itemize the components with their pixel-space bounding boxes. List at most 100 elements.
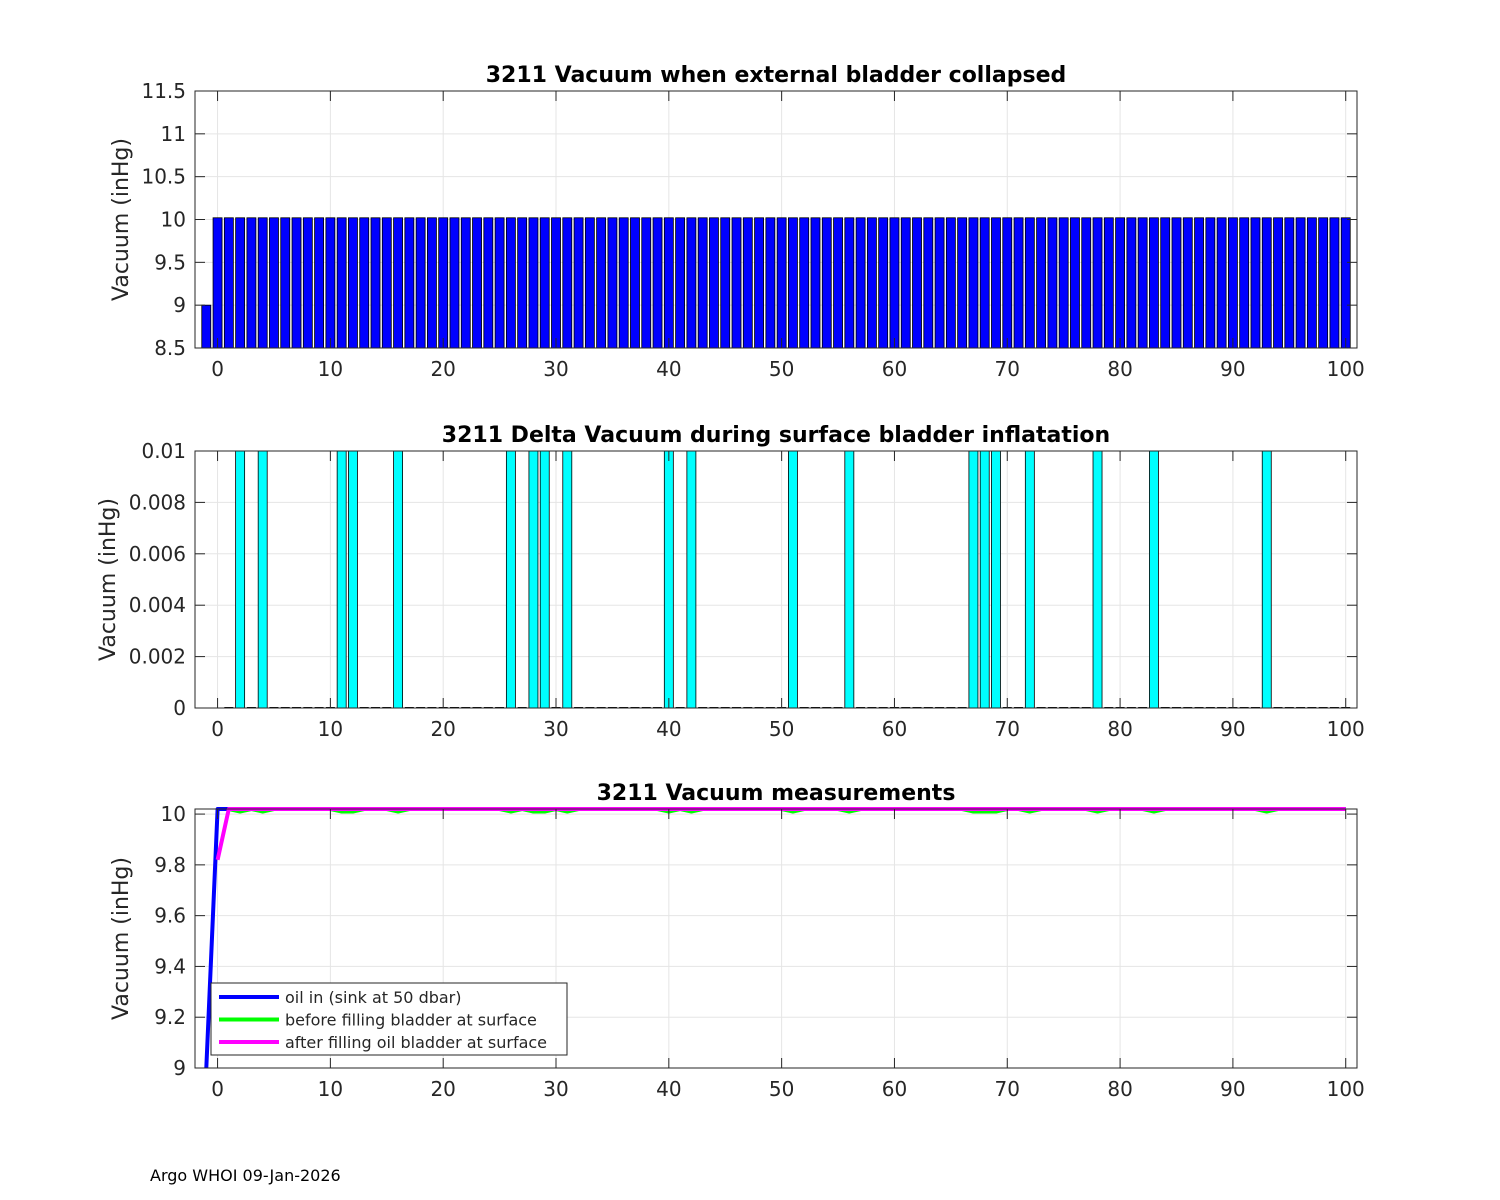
bar bbox=[325, 217, 336, 349]
bar bbox=[1284, 217, 1295, 349]
bar bbox=[1024, 217, 1035, 349]
bar bbox=[889, 217, 900, 349]
bar bbox=[348, 217, 358, 349]
bar bbox=[957, 217, 968, 349]
y-tick-label: 9.8 bbox=[154, 853, 186, 877]
bar bbox=[1182, 217, 1193, 349]
y-tick-label: 9 bbox=[173, 293, 186, 317]
bar bbox=[1149, 450, 1159, 709]
bar bbox=[235, 450, 246, 709]
bar bbox=[991, 217, 1001, 349]
bar bbox=[968, 217, 979, 349]
bar bbox=[291, 217, 302, 349]
bar bbox=[1295, 217, 1306, 349]
bar bbox=[472, 217, 482, 349]
x-tick-label: 100 bbox=[1327, 1077, 1365, 1101]
bar bbox=[912, 217, 922, 349]
bar bbox=[720, 217, 731, 349]
bar bbox=[1115, 217, 1125, 349]
bar bbox=[359, 217, 370, 349]
bar bbox=[900, 217, 911, 349]
bar bbox=[754, 217, 764, 349]
bar bbox=[765, 217, 776, 349]
bar bbox=[1103, 217, 1114, 349]
bar bbox=[1273, 217, 1283, 349]
x-tick-label: 30 bbox=[543, 1077, 568, 1101]
panel-vacuum-collapsed: 0 10 20 30 40 50 60 70 80 90 100 8.5 9 9.5 10 10.5 11 11.… bbox=[109, 63, 1365, 381]
bar bbox=[866, 217, 877, 349]
y-tick-label: 0 bbox=[173, 696, 186, 720]
bar bbox=[223, 217, 234, 349]
bar bbox=[1329, 217, 1340, 349]
bar bbox=[584, 217, 595, 349]
bar bbox=[1261, 450, 1272, 709]
x-tick-label: 100 bbox=[1327, 357, 1365, 381]
bar bbox=[393, 450, 403, 709]
bar bbox=[979, 450, 990, 709]
y-axis-label: Vacuum (inHg) bbox=[109, 857, 134, 1020]
chart-title: 3211 Vacuum measurements bbox=[597, 781, 956, 806]
bar bbox=[551, 217, 561, 349]
bar bbox=[934, 217, 945, 349]
bar bbox=[269, 217, 279, 349]
bar bbox=[663, 450, 674, 709]
x-tick-label: 40 bbox=[656, 717, 681, 741]
bar bbox=[1126, 217, 1137, 349]
footer-text: Argo WHOI 09-Jan-2026 bbox=[150, 1166, 341, 1185]
x-tick-label: 40 bbox=[656, 1077, 681, 1101]
x-tick-label: 60 bbox=[882, 1077, 907, 1101]
bar bbox=[855, 217, 866, 349]
bar bbox=[1081, 217, 1092, 349]
x-tick-label: 20 bbox=[430, 357, 455, 381]
bar bbox=[348, 450, 358, 709]
legend-label: after filling oil bladder at surface bbox=[285, 1033, 547, 1052]
y-tick-label: 9.5 bbox=[154, 250, 186, 274]
bar bbox=[1002, 217, 1013, 349]
y-tick-label: 11.5 bbox=[141, 79, 186, 103]
bar bbox=[833, 217, 843, 349]
bar bbox=[235, 217, 246, 349]
bar bbox=[1340, 217, 1351, 349]
bar bbox=[336, 217, 347, 349]
panel-delta-vacuum: 0 10 20 30 40 50 60 70 80 90 100 0 0.002 0.004 0.006 0.… bbox=[96, 423, 1365, 741]
bar bbox=[370, 217, 381, 349]
bar bbox=[776, 217, 787, 349]
bar bbox=[1036, 217, 1047, 349]
x-tick-label: 20 bbox=[430, 1077, 455, 1101]
y-tick-label: 9 bbox=[173, 1056, 186, 1080]
bar bbox=[844, 450, 855, 709]
axes-box bbox=[194, 450, 1358, 709]
bar bbox=[1261, 217, 1272, 349]
x-tick-label: 0 bbox=[211, 717, 224, 741]
y-tick-label: 10.5 bbox=[141, 165, 186, 189]
bar bbox=[697, 217, 708, 349]
bar bbox=[675, 217, 686, 349]
bar bbox=[923, 217, 934, 349]
bar bbox=[314, 217, 325, 349]
y-tick-label: 0.002 bbox=[129, 645, 186, 669]
x-tick-label: 60 bbox=[882, 717, 907, 741]
y-axis-label: Vacuum (inHg) bbox=[109, 138, 134, 301]
bar bbox=[1058, 217, 1069, 349]
x-tick-label: 50 bbox=[769, 717, 794, 741]
x-tick-label: 70 bbox=[995, 717, 1020, 741]
bar bbox=[302, 217, 313, 349]
bar bbox=[280, 217, 291, 349]
bar bbox=[1137, 217, 1148, 349]
bar bbox=[618, 217, 629, 349]
bar bbox=[799, 217, 810, 349]
bar bbox=[652, 217, 663, 349]
x-tick-label: 70 bbox=[995, 357, 1020, 381]
bar bbox=[1205, 217, 1216, 349]
y-axis-label: Vacuum (inHg) bbox=[96, 498, 121, 661]
x-tick-label: 10 bbox=[318, 717, 343, 741]
legend-label: oil in (sink at 50 dbar) bbox=[285, 988, 462, 1007]
bar bbox=[607, 217, 618, 349]
bar bbox=[539, 217, 550, 349]
bar bbox=[742, 217, 753, 349]
bar bbox=[1227, 217, 1238, 349]
bar bbox=[201, 304, 212, 349]
bar bbox=[788, 450, 798, 709]
bar bbox=[1306, 217, 1317, 349]
bar bbox=[393, 217, 403, 349]
